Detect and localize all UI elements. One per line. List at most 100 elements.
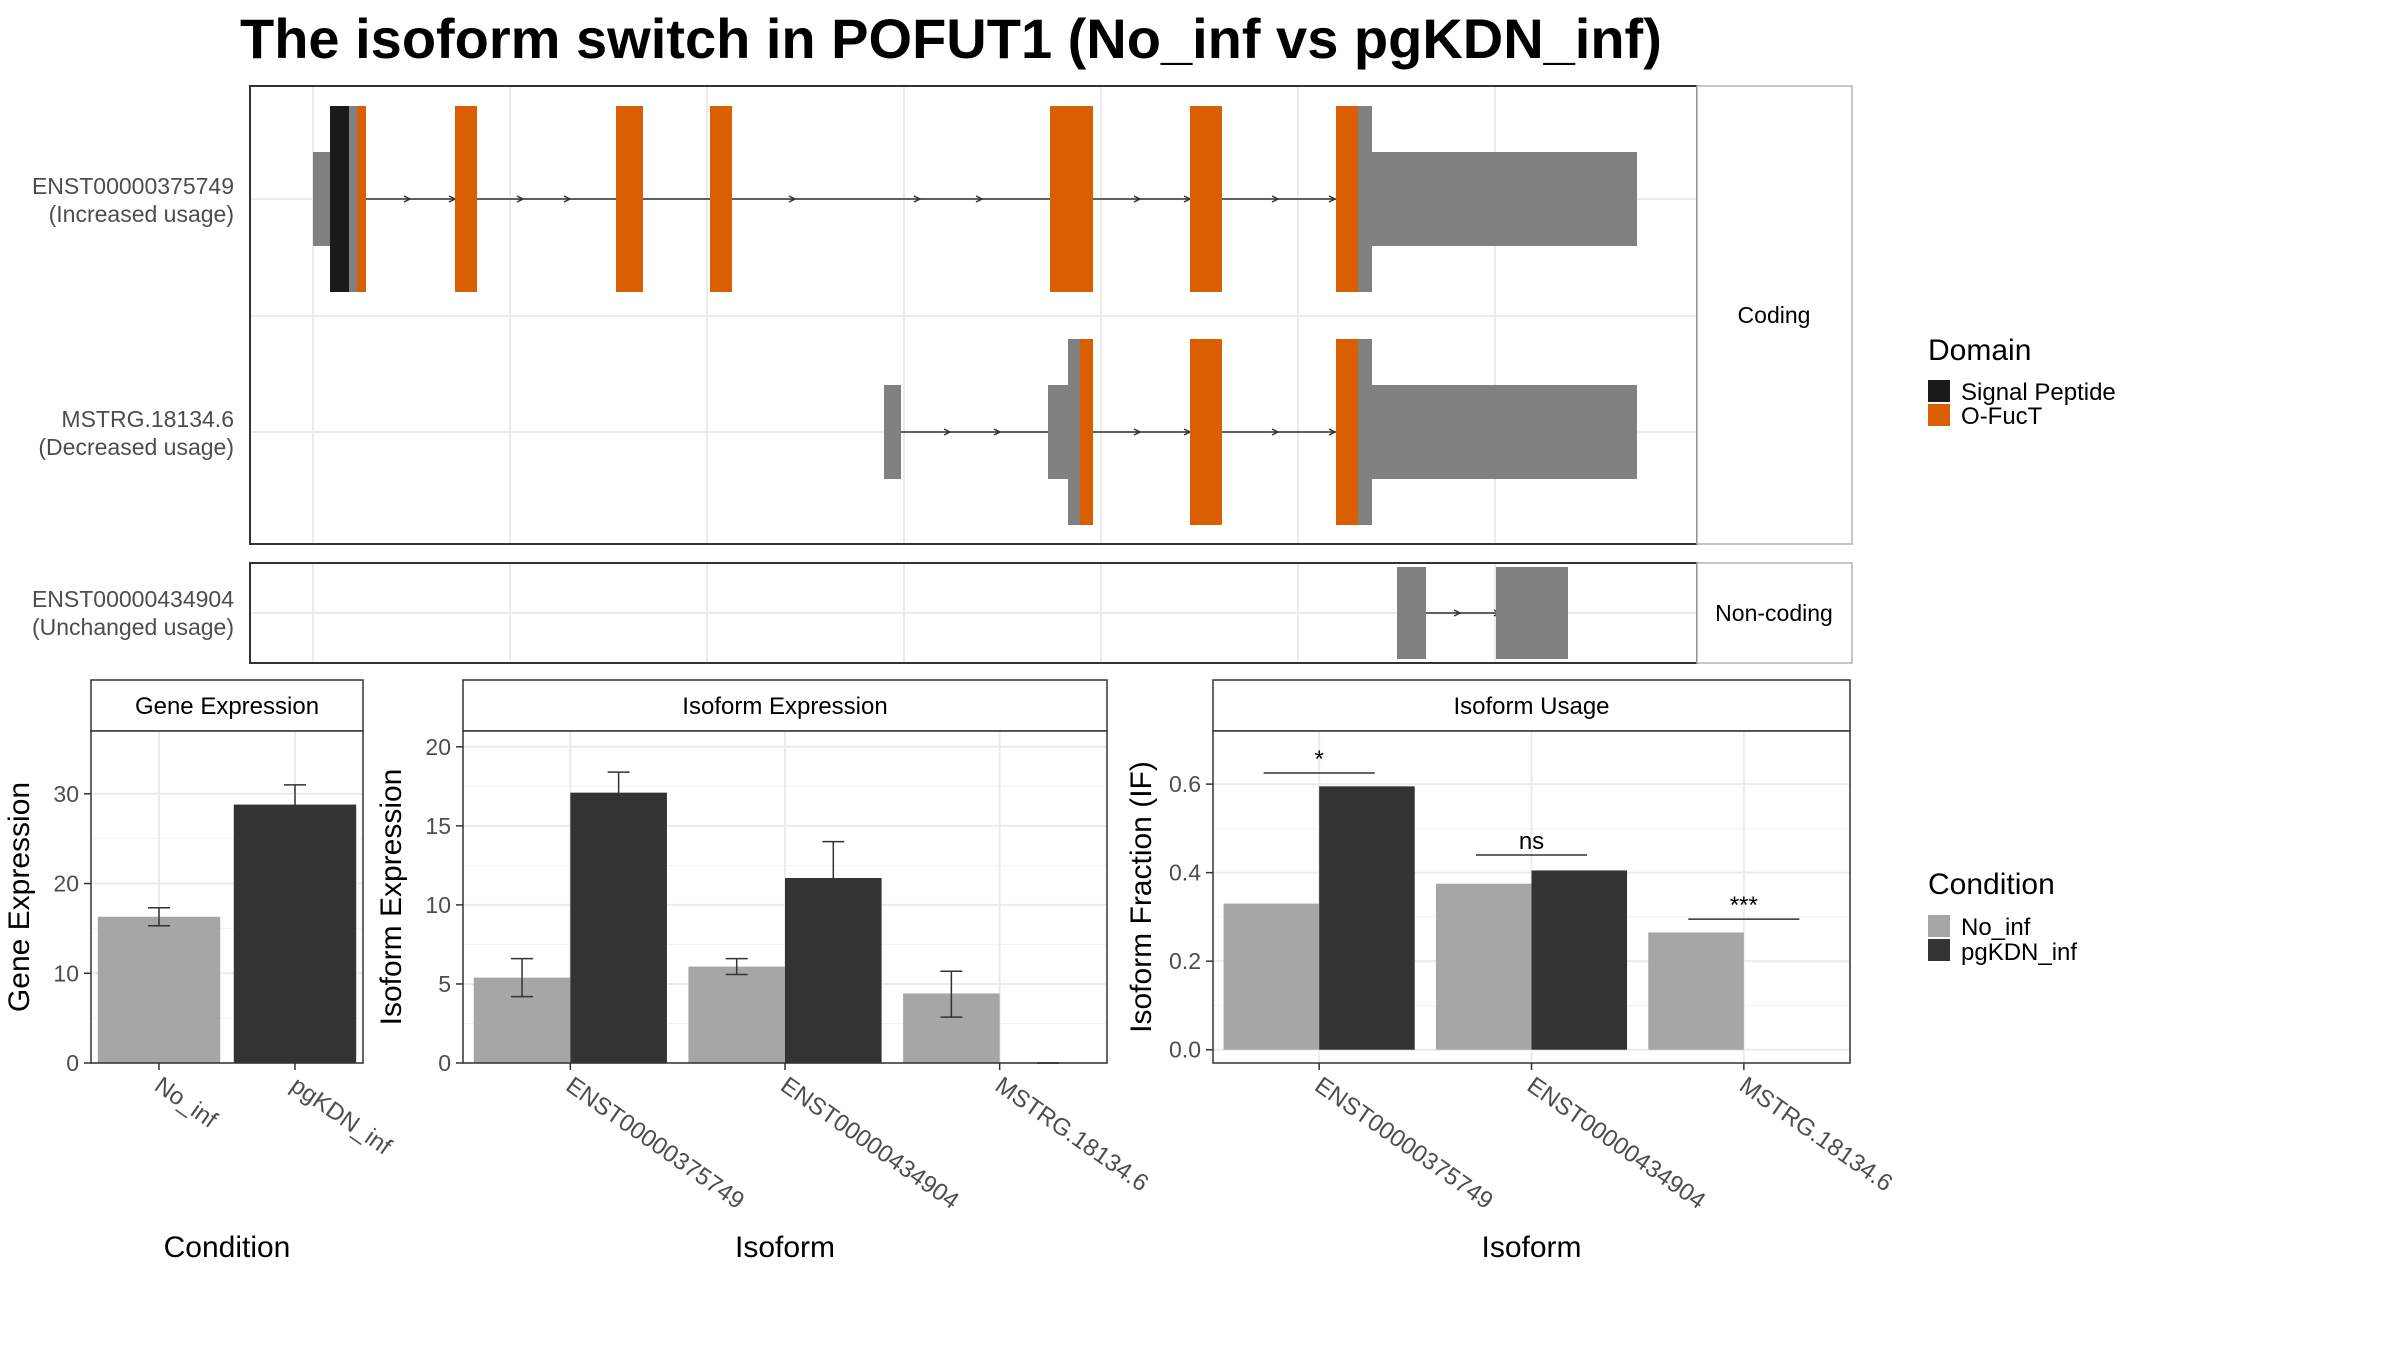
isoform-label-2-id: MSTRG.18134.6: [61, 406, 234, 432]
exon-block: [1068, 339, 1080, 525]
exon-block: [1358, 339, 1372, 525]
x-tick-label: ENST00000375749: [561, 1072, 749, 1215]
legend-swatch-pgkdn-inf: [1928, 939, 1950, 961]
y-axis-title: Isoform Fraction (IF): [1125, 761, 1158, 1033]
exon-block: [1048, 385, 1068, 479]
legend-swatch-no-inf: [1928, 915, 1950, 937]
condition-legend: Condition No_inf pgKDN_inf: [1928, 868, 2077, 966]
plot-border: [462, 730, 1108, 1064]
y-tick-label: 10: [53, 960, 79, 986]
bar-enst00000434904-pgkdn-inf: [1531, 870, 1628, 1050]
strand-arrow: [943, 428, 952, 436]
y-tick-label: 0: [66, 1050, 79, 1076]
y-tick-label: 5: [438, 971, 451, 997]
strand-arrow: [403, 195, 412, 203]
isoform-structure-enst00000434904: [1397, 567, 1568, 659]
isoform-label-3-usage: (Unchanged usage): [32, 614, 234, 640]
gene-expression-panel: Gene Expression No_inf pgKDN_inf 0 10 20 30 Gen…: [3, 679, 397, 1264]
ofuct-domain-block: [1190, 106, 1222, 292]
panel-strip: [90, 679, 364, 732]
panel-strip-title: Isoform Usage: [1453, 693, 1609, 720]
legend-swatch-signal-peptide: [1928, 380, 1950, 402]
strand-arrow: [1133, 195, 1142, 203]
figure-title: The isoform switch in POFUT1 (No_inf vs …: [240, 7, 1662, 70]
coding-strip-label: Coding: [1738, 302, 1811, 328]
bar-enst00000375749-pgkdn-inf: [570, 792, 667, 1063]
panel-strip-title: Gene Expression: [135, 693, 319, 720]
plot-border: [90, 730, 364, 1064]
isoform-structure-enst00000375749: [313, 106, 1637, 292]
bar-enst00000375749-no-inf: [1223, 903, 1320, 1050]
strand-arrow: [1271, 195, 1280, 203]
panel-strip: [462, 679, 1108, 732]
strand-arrow: [993, 428, 1002, 436]
y-tick-label: 30: [53, 781, 79, 807]
ofuct-domain-block: [1050, 106, 1093, 292]
strand-arrow: [975, 195, 984, 203]
strand-arrow: [1328, 428, 1337, 436]
x-axis-title: Isoform: [1481, 1231, 1581, 1264]
ofuct-domain-block: [1336, 339, 1358, 525]
noncoding-strip-label: Non-coding: [1715, 600, 1833, 626]
strand-arrow: [788, 195, 797, 203]
y-tick-label: 0.0: [1169, 1037, 1201, 1063]
isoform-labels: ENST00000375749 (Increased usage) MSTRG.…: [32, 173, 234, 640]
y-tick-label: 20: [53, 871, 79, 897]
isoform-label-3-id: ENST00000434904: [32, 586, 234, 612]
isoform-label-2-usage: (Decreased usage): [38, 434, 234, 460]
ofuct-domain-block: [1190, 339, 1222, 525]
bar-pgkdn-inf: [233, 804, 357, 1063]
strand-arrow: [913, 195, 922, 203]
y-tick-label: 0: [438, 1050, 451, 1076]
exon-block: [349, 106, 357, 292]
y-tick-label: 15: [425, 813, 451, 839]
exon-block: [1358, 106, 1372, 292]
strand-arrow: [1133, 428, 1142, 436]
y-axis-title: Gene Expression: [3, 782, 36, 1012]
exon-block: [313, 152, 330, 246]
exon-block: [1372, 152, 1637, 246]
bar-no-inf: [97, 916, 221, 1063]
y-tick-label: 10: [425, 892, 451, 918]
x-tick-label: ENST00000434904: [776, 1072, 964, 1215]
x-tick-label: pgKDN_inf: [286, 1072, 397, 1161]
bar-enst00000434904-no-inf: [688, 966, 785, 1063]
x-tick-label: No_inf: [150, 1072, 223, 1134]
exon-block: [884, 385, 901, 479]
structure-panel-noncoding: Non-coding: [249, 562, 1853, 664]
x-axis-title: Condition: [164, 1231, 291, 1264]
y-tick-label: 0.4: [1169, 860, 1201, 886]
bar-enst00000434904-no-inf: [1435, 883, 1532, 1050]
ofuct-domain-block: [616, 106, 643, 292]
x-axis-title: Isoform: [735, 1231, 835, 1264]
bar-mstrg-18134-6-no-inf: [1648, 932, 1744, 1050]
x-tick-label: MSTRG.18134.6: [990, 1072, 1153, 1197]
legend-swatch-ofuct: [1928, 404, 1950, 426]
ofuct-domain-block: [710, 106, 732, 292]
strand-arrow: [1328, 195, 1337, 203]
legend-label-no-inf: No_inf: [1961, 914, 2031, 941]
significance-label: ns: [1519, 828, 1544, 855]
strand-arrow: [563, 195, 572, 203]
significance-label: ***: [1730, 892, 1758, 919]
x-tick-label: MSTRG.18134.6: [1734, 1072, 1897, 1197]
legend-label-ofuct: O-FucT: [1961, 403, 2043, 430]
exon-block: [1397, 567, 1426, 659]
ofuct-domain-block: [357, 106, 366, 292]
isoform-usage-panel: Isoform Usage * ENST00000375749 ns ENST00000…: [1125, 679, 1897, 1264]
signal-peptide-block: [330, 106, 349, 292]
panel-strip-title: Isoform Expression: [682, 693, 887, 720]
isoform-label-1-id: ENST00000375749: [32, 173, 234, 199]
exon-block: [1372, 385, 1637, 479]
legend-label-pgkdn-inf: pgKDN_inf: [1961, 939, 2077, 966]
strand-arrow: [1271, 428, 1280, 436]
significance-label: *: [1314, 746, 1323, 773]
ofuct-domain-block: [455, 106, 477, 292]
x-tick-label: ENST00000375749: [1310, 1072, 1498, 1215]
domain-legend-title: Domain: [1928, 334, 2031, 367]
y-tick-label: 20: [425, 734, 451, 760]
ofuct-domain-block: [1336, 106, 1358, 292]
strand-arrow: [516, 195, 525, 203]
isoform-expression-panel: Isoform Expression ENST00000375749 ENST000…: [375, 679, 1153, 1264]
